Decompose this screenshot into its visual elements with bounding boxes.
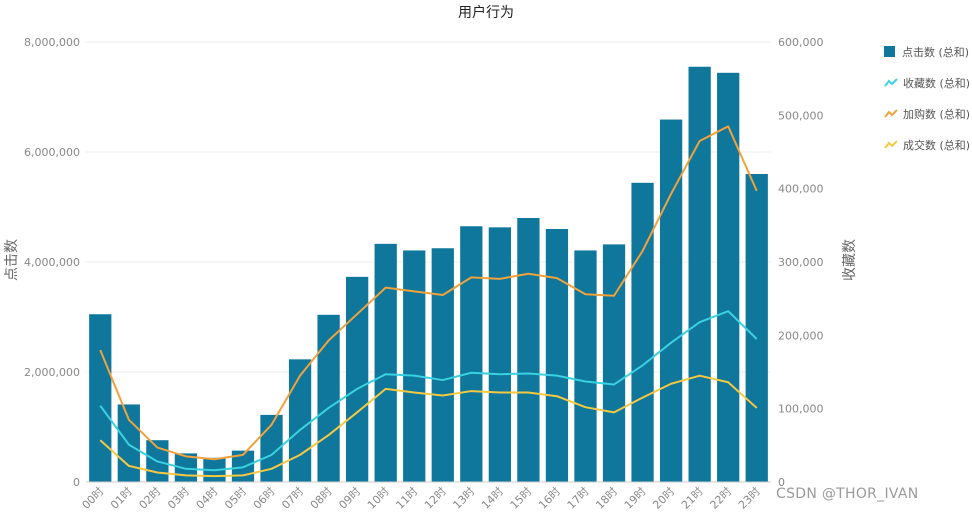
legend: 点击数 (总和) 收藏数 (总和) 加购数 (总和) 成交数 (总和) — [884, 36, 970, 160]
y-tick-label-left: 0 — [73, 476, 80, 489]
bar-clicks — [717, 72, 740, 483]
x-tick-label: 21时 — [679, 485, 706, 512]
x-tick-label: 16时 — [536, 485, 563, 512]
bar-clicks — [89, 314, 112, 482]
bar-series — [89, 66, 768, 483]
x-tick-label: 19时 — [622, 485, 649, 512]
bar-clicks — [431, 248, 454, 482]
x-tick-label: 17时 — [565, 485, 592, 512]
y-tick-label-right: 0 — [778, 476, 785, 489]
square-icon — [884, 46, 895, 57]
x-tick-label: 03时 — [165, 485, 192, 512]
x-tick-label: 00时 — [80, 485, 107, 512]
y-tick-label-left: 4,000,000 — [24, 256, 80, 269]
grid-lines — [86, 41, 771, 373]
x-tick-label: 22时 — [707, 485, 734, 512]
y-tick-label-right: 400,000 — [778, 183, 824, 196]
bar-clicks — [602, 244, 626, 482]
bar-clicks — [631, 182, 654, 483]
x-tick-label: 10时 — [365, 485, 392, 512]
y-tick-label-right: 100,000 — [778, 403, 824, 416]
bar-clicks — [517, 218, 540, 482]
x-tick-label: 02时 — [137, 485, 164, 512]
line-cart — [99, 125, 758, 461]
x-tick-label: 09时 — [336, 485, 363, 512]
bar-clicks — [659, 119, 683, 483]
y-tick-label-right: 200,000 — [778, 329, 824, 342]
y-tick-label-right: 500,000 — [778, 109, 824, 122]
bar-clicks — [288, 359, 312, 482]
x-tick-label: 11时 — [393, 485, 420, 512]
x-tick-label: 07时 — [279, 485, 306, 512]
bar-clicks — [403, 250, 426, 482]
legend-label: 加购数 (总和) — [903, 107, 971, 121]
legend-item-buy[interactable]: 成交数 (总和) — [884, 129, 970, 160]
x-tick-label: 06时 — [251, 485, 278, 512]
y-axis-title-right: 收藏数 — [842, 239, 858, 281]
x-tick-label: 23时 — [736, 485, 763, 512]
bar-clicks — [460, 226, 483, 482]
y-axis-title-left: 点击数 — [4, 239, 20, 281]
line-icon — [884, 140, 898, 149]
x-tick-label: 08时 — [308, 485, 335, 512]
legend-label: 收藏数 (总和) — [903, 76, 971, 90]
x-tick-label: 14时 — [479, 485, 506, 512]
bar-clicks — [374, 243, 397, 482]
bar-clicks — [688, 66, 711, 482]
watermark: CSDN @THOR_IVAN — [776, 486, 919, 502]
bar-clicks — [488, 227, 511, 482]
chart-title: 用户行为 — [458, 5, 514, 21]
bar-clicks — [545, 229, 569, 482]
bar-clicks — [346, 276, 369, 482]
bar-clicks — [745, 174, 768, 482]
bar-clicks — [317, 314, 340, 482]
x-tick-label: 15时 — [508, 485, 535, 512]
x-tick-label: 04时 — [194, 485, 221, 512]
x-tick-label: 01时 — [108, 485, 135, 512]
legend-item-cart[interactable]: 加购数 (总和) — [884, 98, 970, 129]
legend-item-clicks[interactable]: 点击数 (总和) — [884, 36, 970, 67]
legend-label: 点击数 (总和) — [902, 45, 970, 59]
line-icon — [884, 109, 898, 118]
bar-clicks — [574, 250, 597, 482]
line-buy — [99, 374, 758, 478]
y-tick-label-left: 2,000,000 — [24, 366, 80, 379]
x-tick-label: 05时 — [222, 485, 249, 512]
line-series — [99, 125, 758, 478]
y-tick-label-left: 8,000,000 — [24, 36, 80, 49]
x-tick-label: 20时 — [650, 485, 677, 512]
legend-label: 成交数 (总和) — [903, 138, 971, 152]
y-tick-label-right: 300,000 — [778, 256, 824, 269]
y-tick-label-left: 6,000,000 — [24, 146, 80, 159]
line-icon — [884, 78, 898, 87]
line-collect — [99, 310, 758, 472]
x-tick-label: 13时 — [451, 485, 478, 512]
legend-item-collect[interactable]: 收藏数 (总和) — [884, 67, 970, 98]
y-tick-label-right: 600,000 — [778, 36, 824, 49]
x-tick-label: 12时 — [422, 485, 449, 512]
x-tick-label: 18时 — [593, 485, 620, 512]
